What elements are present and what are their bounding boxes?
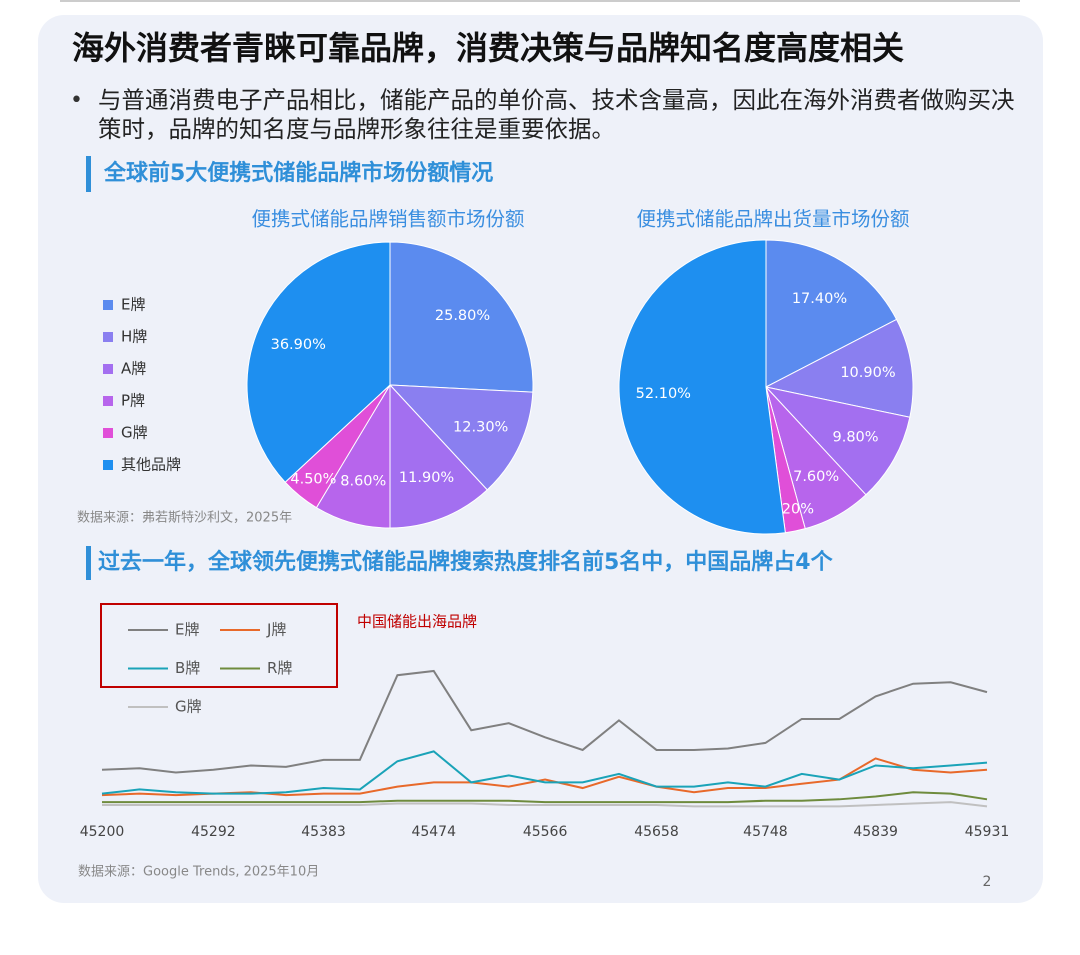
legend-swatch	[103, 332, 113, 342]
x-tick-label: 45474	[411, 824, 456, 840]
pie-slice	[389, 241, 534, 393]
section-heading: 全球前5大便携式储能品牌市场份额情况	[103, 160, 493, 186]
card	[38, 15, 1043, 903]
pie-slice	[246, 241, 391, 483]
value-label: 17.40%	[792, 291, 847, 307]
value-label: 8.60%	[340, 473, 386, 489]
source: 数据来源：弗若斯特沙利文，2025年	[77, 510, 292, 526]
pie-slice	[764, 386, 911, 496]
value-label: 10.90%	[840, 365, 895, 381]
legend-swatch	[103, 364, 113, 374]
section-heading: 过去一年，全球领先便携式储能品牌搜索热度排名前5名中，中国品牌占4个	[98, 549, 834, 575]
series-line	[101, 669, 988, 774]
x-tick-label: 45931	[965, 824, 1010, 840]
legend-swatch	[103, 300, 113, 310]
pie-slice	[765, 239, 898, 388]
legend-swatch	[103, 396, 113, 406]
pie-slice	[764, 318, 914, 418]
annotation: 中国储能出海品牌	[357, 613, 477, 631]
x-tick-label: 45658	[634, 824, 679, 840]
x-tick-label: 45383	[301, 824, 346, 840]
legend-label: G牌	[121, 424, 148, 442]
value-label: 7.60%	[793, 469, 839, 485]
legend-label: A牌	[121, 360, 146, 378]
pie-slice	[618, 239, 786, 535]
legend-label: G牌	[175, 698, 202, 716]
section-bar	[86, 546, 91, 580]
legend-swatch	[103, 428, 113, 438]
pie-slice	[389, 383, 488, 529]
pie-title: 便携式储能品牌出货量市场份额	[636, 208, 909, 231]
pie-slice	[388, 384, 534, 491]
x-tick-label: 45839	[853, 824, 898, 840]
legend-label: E牌	[175, 621, 199, 639]
value-label: 25.80%	[435, 308, 490, 324]
source: 数据来源：Google Trends, 2025年10月	[78, 865, 319, 880]
x-tick-label: 45566	[523, 824, 568, 840]
series-line	[101, 750, 988, 795]
section-bar	[86, 156, 91, 192]
legend-label: B牌	[175, 659, 200, 677]
series-line	[102, 801, 988, 808]
value-label: 9.80%	[833, 430, 879, 446]
value-label: 4.50%	[290, 471, 336, 487]
pie-title: 便携式储能品牌销售额市场份额	[251, 208, 524, 231]
x-tick-label: 45748	[743, 824, 788, 840]
legend-label: 其他品牌	[121, 456, 181, 474]
legend-label: R牌	[267, 659, 292, 677]
highlight-box	[100, 603, 338, 688]
legend-label: P牌	[121, 392, 145, 410]
bullet-text: 与普通消费电子产品相比，储能产品的单价高、技术含量高，因此在海外消费者做购买决策…	[98, 86, 1015, 143]
value-label: 52.10%	[636, 386, 691, 402]
series-line	[102, 791, 988, 804]
value-label: 36.90%	[271, 337, 326, 353]
title: 海外消费者青睐可靠品牌，消费决策与品牌知名度高度相关	[72, 29, 904, 67]
value-label: 11.90%	[399, 470, 454, 486]
legend-swatch	[103, 460, 113, 470]
page-number: 2	[983, 874, 992, 890]
x-tick-label: 45200	[80, 824, 125, 840]
bullet-dot: •	[70, 88, 83, 113]
legend-label: H牌	[121, 328, 147, 346]
value-label: 12.30%	[453, 419, 508, 435]
x-tick-label: 45292	[191, 824, 236, 840]
legend-label: J牌	[266, 621, 286, 639]
legend-label: E牌	[121, 296, 145, 314]
